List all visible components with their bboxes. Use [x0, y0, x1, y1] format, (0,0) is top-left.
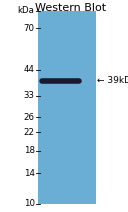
Text: ← 39kDa: ← 39kDa: [97, 76, 128, 85]
Text: 33: 33: [24, 91, 35, 100]
Text: 22: 22: [24, 128, 35, 137]
Text: 18: 18: [24, 146, 35, 155]
Text: Western Blot: Western Blot: [35, 3, 106, 13]
Text: 26: 26: [24, 113, 35, 122]
Text: 14: 14: [24, 169, 35, 178]
Text: kDa: kDa: [18, 6, 35, 15]
Text: 10: 10: [24, 199, 35, 208]
Text: 70: 70: [24, 24, 35, 33]
FancyBboxPatch shape: [38, 11, 96, 204]
Text: 44: 44: [24, 66, 35, 74]
